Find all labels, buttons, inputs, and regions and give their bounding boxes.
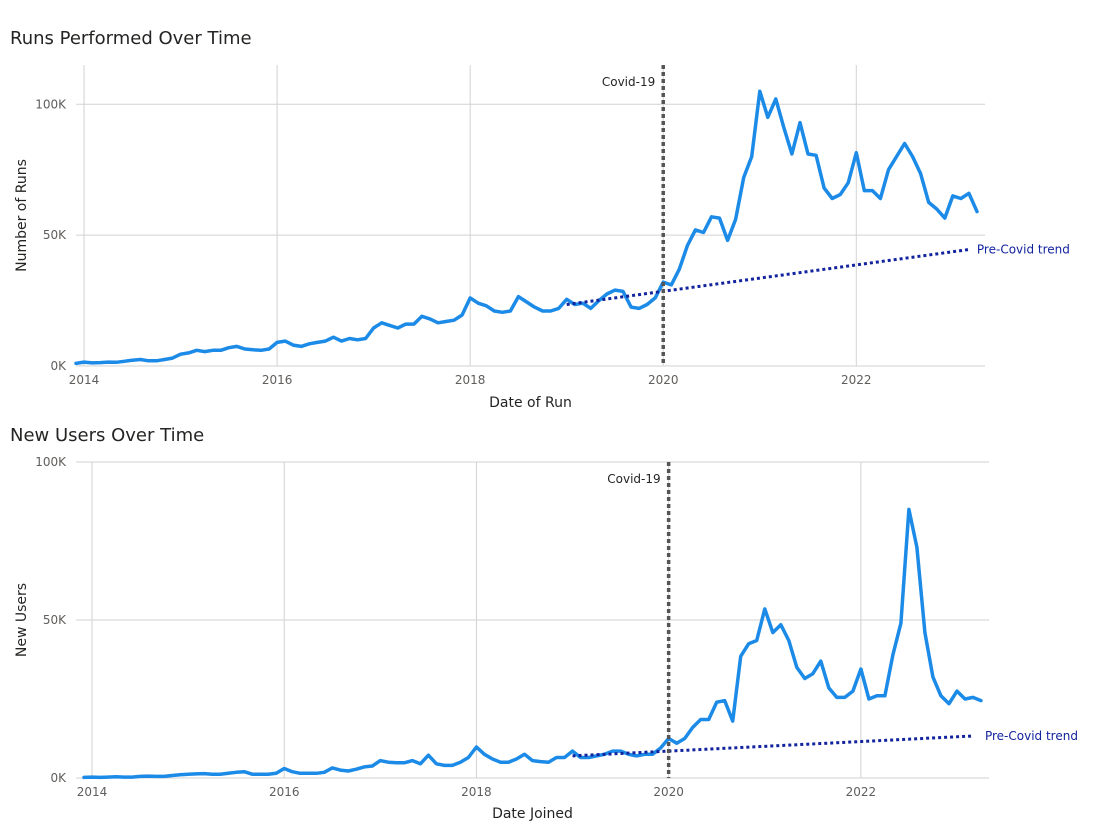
chart-2: 0K 50K 100K 2014 2016 2018 2020 2022 New Users O…: [10, 425, 1078, 822]
chart-title: Runs Performed Over Time: [10, 28, 252, 49]
x-tick-label: 2016: [269, 785, 300, 799]
y-axis-title: New Users: [14, 583, 30, 657]
x-tick-label: 2022: [841, 373, 872, 387]
x-tick-label: 2020: [653, 785, 684, 799]
y-tick-label: 50K: [43, 228, 67, 242]
covid-marker-label: Covid-19: [607, 472, 660, 486]
chart-title: New Users Over Time: [10, 425, 204, 446]
x-tick-label: 2016: [262, 373, 293, 387]
covid-marker-label: Covid-19: [602, 75, 655, 89]
x-tick-label: 2018: [461, 785, 492, 799]
x-tick-label: 2022: [846, 785, 877, 799]
y-tick-label: 50K: [43, 613, 67, 627]
trend-label: Pre-Covid trend: [985, 729, 1078, 743]
y-tick-label: 0K: [50, 359, 67, 373]
x-tick-label: 2014: [69, 373, 100, 387]
x-tick-label: 2014: [77, 785, 108, 799]
x-tick-label: 2018: [455, 373, 486, 387]
chart-1: 0K 50K 100K 2014 2016 2018 2020 2022 Runs Perfor…: [10, 28, 1070, 411]
y-axis-title: Number of Runs: [14, 159, 30, 272]
y-tick-label: 100K: [35, 455, 67, 469]
series-line: [82, 507, 983, 780]
trend-line: [566, 248, 970, 306]
series-line: [74, 89, 979, 366]
x-axis-title: Date Joined: [492, 806, 573, 822]
trend-label: Pre-Covid trend: [977, 243, 1070, 257]
y-tick-label: 100K: [35, 97, 67, 111]
x-axis-title: Date of Run: [489, 395, 572, 411]
y-tick-label: 0K: [50, 771, 67, 785]
trend-line: [572, 734, 974, 758]
x-tick-label: 2020: [648, 373, 679, 387]
